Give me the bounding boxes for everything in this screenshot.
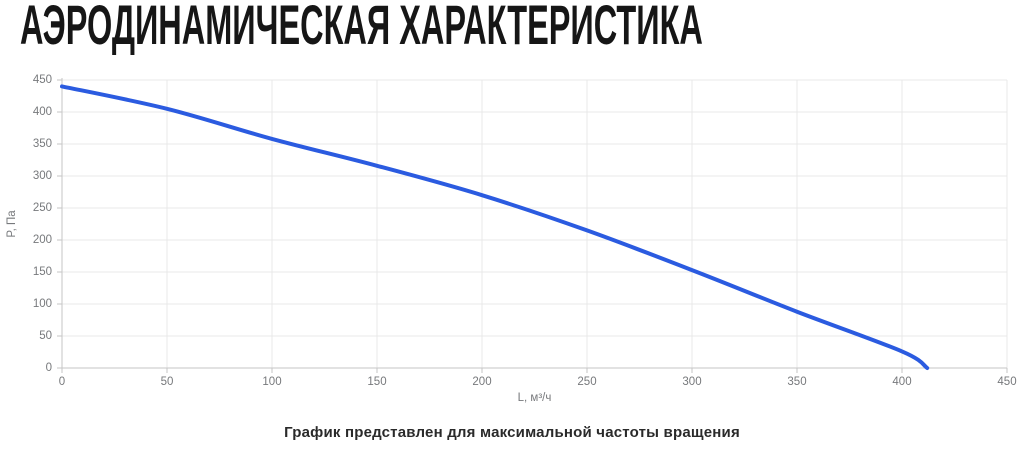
svg-text:200: 200: [33, 234, 52, 246]
svg-text:250: 250: [33, 202, 52, 214]
svg-text:0: 0: [59, 376, 65, 388]
page-title: АЭРОДИНАМИЧЕСКАЯ ХАРАКТЕРИСТИКА: [20, 0, 703, 56]
svg-text:50: 50: [39, 330, 52, 342]
svg-text:450: 450: [33, 74, 52, 86]
svg-text:100: 100: [262, 376, 281, 388]
svg-text:450: 450: [997, 376, 1016, 388]
svg-text:150: 150: [33, 266, 52, 278]
svg-text:400: 400: [892, 376, 911, 388]
chart-caption: График представлен для максимальной част…: [284, 424, 740, 441]
svg-text:150: 150: [367, 376, 386, 388]
svg-text:400: 400: [33, 106, 52, 118]
svg-text:250: 250: [577, 376, 596, 388]
svg-text:350: 350: [787, 376, 806, 388]
svg-text:350: 350: [33, 138, 52, 150]
svg-text:0: 0: [46, 362, 52, 374]
svg-text:50: 50: [161, 376, 174, 388]
svg-text:L, м³/ч: L, м³/ч: [518, 392, 552, 404]
svg-text:300: 300: [682, 376, 701, 388]
svg-text:300: 300: [33, 170, 52, 182]
svg-text:100: 100: [33, 298, 52, 310]
svg-text:P, Па: P, Па: [6, 210, 18, 238]
svg-text:200: 200: [472, 376, 491, 388]
